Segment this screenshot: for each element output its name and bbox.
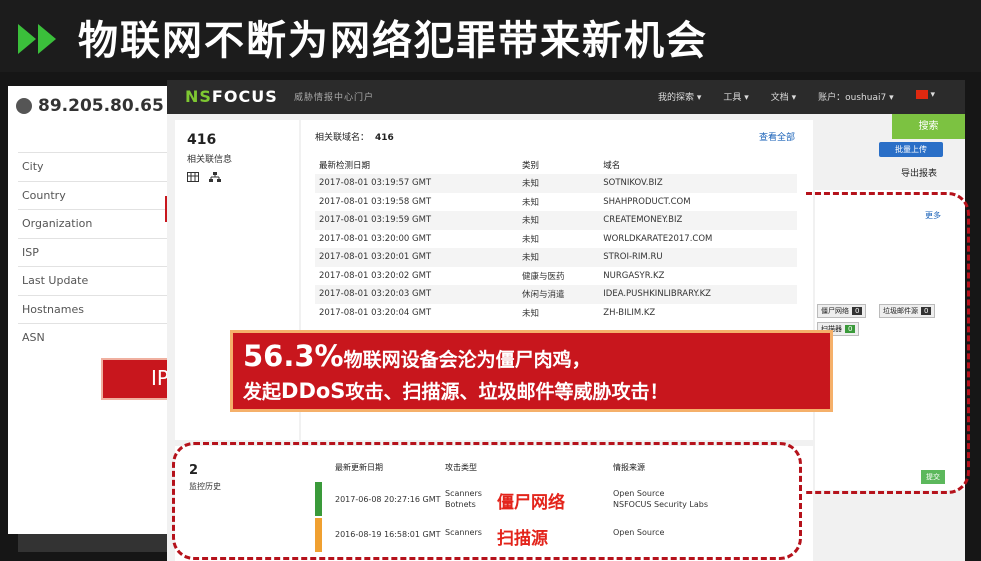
history-row: 2017-06-08 20:27:16 GMT Scanners Botnets… bbox=[315, 482, 805, 516]
more-link[interactable]: 更多 bbox=[925, 211, 941, 220]
table-row: 2017-08-01 03:19:57 GMT 未知 SOTNIKOV.BIZ bbox=[315, 174, 797, 193]
nav-my-explore[interactable]: 我的探索 ▾ bbox=[657, 93, 702, 103]
field-isp: ISP bbox=[18, 237, 178, 267]
right-column bbox=[815, 190, 965, 490]
portal-name: 威胁情报中心门户 bbox=[294, 93, 375, 103]
nav-docs[interactable]: 文档 ▾ bbox=[770, 93, 797, 103]
highlight-right bbox=[806, 192, 970, 494]
history-row: 2016-08-19 16:58:01 GMT Scanners 扫描源 Ope… bbox=[315, 518, 805, 552]
history-count: 2 bbox=[189, 463, 199, 478]
table-row: 2017-08-01 03:19:58 GMT 未知 SHAHPRODUCT.COM bbox=[319, 196, 691, 208]
table-row: 2017-08-01 03:19:59 GMT 未知 CREATEMONEY.BIZ bbox=[315, 211, 797, 230]
nav-menu: 我的探索 ▾ 工具 ▾ 文档 ▾ 账户：oushuai7 ▾ ▾ bbox=[658, 90, 935, 103]
ip-field-list: City Country Organization ISP Last Updat… bbox=[18, 152, 178, 352]
ip-info-panel: 89.205.80.65 City Country Organization I… bbox=[8, 86, 183, 534]
related-label: 相关联信息 bbox=[187, 155, 233, 165]
col-domain: 域名 bbox=[603, 161, 621, 171]
nav-tools[interactable]: 工具 ▾ bbox=[723, 93, 749, 103]
highlight-history bbox=[172, 442, 802, 560]
field-city: City bbox=[18, 152, 178, 181]
nsfocus-logo[interactable]: NSFOCUS bbox=[185, 87, 278, 106]
table-row: 2017-08-01 03:20:00 GMT 未知 WORLDKARATE2017… bbox=[319, 233, 713, 245]
banner-line-1: 56.3%物联网设备会沦为僵尸肉鸡， bbox=[243, 339, 591, 373]
batch-upload-button[interactable]: 批量上传 bbox=[879, 142, 943, 157]
col-category: 类别 bbox=[521, 161, 539, 171]
nav-language[interactable]: ▾ bbox=[915, 90, 935, 103]
status-bar-orange bbox=[315, 518, 322, 552]
scanner-callout: 扫描源 bbox=[497, 529, 548, 549]
monitor-history-card: 2 监控历史 最新更新日期 攻击类型 情报来源 2017-06-08 20:27… bbox=[175, 446, 813, 561]
table-row: 2017-08-01 03:20:04 GMT 未知 ZH-BILIM.KZ bbox=[319, 307, 656, 319]
slide-title: 物联网不断为网络犯罪带来新机会 bbox=[78, 18, 708, 64]
domains-table: 最新检测日期 类别 域名 2017-08-01 03:19:57 GMT 未知 SO… bbox=[315, 156, 797, 322]
col-updated: 最新更新日期 bbox=[335, 463, 383, 472]
table-row: 2017-08-01 03:20:03 GMT 休闲与消遣 IDEA.PUSHKIN… bbox=[315, 285, 797, 304]
botnet-callout: 僵尸网络 bbox=[497, 493, 565, 513]
field-country: Country bbox=[18, 180, 178, 210]
taskbar-strip bbox=[18, 534, 168, 552]
ip-header: 89.205.80.65 bbox=[16, 96, 164, 116]
table-view-icon[interactable] bbox=[187, 172, 199, 182]
china-flag-icon bbox=[915, 90, 928, 99]
tag-botnet[interactable]: 僵尸网络 0 bbox=[817, 304, 867, 318]
field-organization: Organization bbox=[18, 209, 178, 238]
view-toggle bbox=[187, 172, 221, 182]
table-row: 2017-08-01 03:20:02 GMT 健康与医药 NURGASYR.KZ bbox=[319, 270, 665, 282]
ip-address: 89.205.80.65 bbox=[38, 96, 164, 116]
col-date: 最新检测日期 bbox=[319, 161, 371, 171]
related-count: 416 bbox=[187, 132, 217, 148]
nav-account[interactable]: 账户：oushuai7 ▾ bbox=[818, 93, 894, 103]
field-last-update: Last Update bbox=[18, 266, 178, 295]
tag-spam-source[interactable]: 垃圾邮件源 0 bbox=[879, 304, 936, 318]
search-button[interactable]: 搜索 bbox=[892, 114, 965, 139]
top-navbar: NSFOCUS 威胁情报中心门户 我的探索 ▾ 工具 ▾ 文档 ▾ 账户：ous… bbox=[167, 80, 965, 114]
double-play-icon bbox=[18, 24, 56, 54]
graph-view-icon[interactable] bbox=[209, 172, 221, 182]
view-all-link[interactable]: 查看全部 bbox=[758, 133, 795, 143]
domains-heading: 相关联域名： 416 bbox=[315, 133, 394, 143]
banner-line-2: 发起DDoS攻击、扫描源、垃圾邮件等威胁攻击！ bbox=[243, 379, 669, 403]
history-label: 监控历史 bbox=[189, 482, 221, 491]
col-attack-type: 攻击类型 bbox=[445, 463, 477, 472]
export-report-button[interactable]: 导出报表 bbox=[901, 169, 938, 179]
submit-button[interactable]: 提交 bbox=[921, 470, 945, 484]
slide-title-bar: 物联网不断为网络犯罪带来新机会 bbox=[0, 0, 981, 72]
field-asn: ASN bbox=[18, 323, 178, 352]
col-source: 情报来源 bbox=[613, 463, 645, 472]
field-hostnames: Hostnames bbox=[18, 294, 178, 324]
table-header: 最新检测日期 类别 域名 bbox=[315, 156, 797, 174]
status-bar-green bbox=[315, 482, 322, 516]
table-row: 2017-08-01 03:20:01 GMT 未知 STROI-RIM.RU bbox=[315, 248, 797, 267]
callout-banner: 56.3%物联网设备会沦为僵尸肉鸡， 发起DDoS攻击、扫描源、垃圾邮件等威胁攻… bbox=[230, 330, 833, 412]
globe-icon bbox=[16, 98, 32, 114]
